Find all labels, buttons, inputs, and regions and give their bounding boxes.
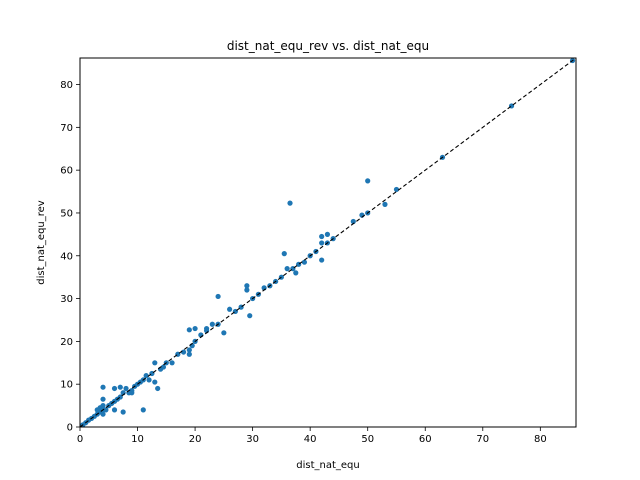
x-tick-label: 60 xyxy=(419,434,432,445)
data-point xyxy=(350,218,356,225)
data-point xyxy=(155,385,161,392)
data-point xyxy=(227,306,233,312)
plot-frame xyxy=(79,57,577,428)
data-point xyxy=(152,360,158,366)
data-point xyxy=(365,178,371,184)
data-point xyxy=(287,200,293,206)
data-point xyxy=(281,251,287,257)
data-point xyxy=(382,201,388,207)
data-point xyxy=(160,364,167,370)
data-point xyxy=(301,259,308,265)
y-tick-label: 20 xyxy=(60,337,73,348)
data-point xyxy=(319,240,325,246)
data-point xyxy=(215,293,221,300)
data-point xyxy=(120,409,126,415)
data-point xyxy=(111,407,118,413)
x-tick-label: 10 xyxy=(131,434,144,445)
y-tick-label: 60 xyxy=(60,166,73,177)
x-axis: 0 10 20 30 40 50 60 70 80 xyxy=(77,427,547,445)
data-point xyxy=(152,379,158,385)
data-point xyxy=(103,407,109,413)
y-axis: 0 10 20 30 40 50 60 70 80 xyxy=(60,80,80,434)
data-point xyxy=(140,407,146,413)
data-point xyxy=(180,349,187,355)
y-tick-label: 0 xyxy=(67,423,73,434)
data-point xyxy=(319,233,325,240)
x-tick-label: 80 xyxy=(534,434,547,445)
data-point xyxy=(247,313,253,319)
x-tick-label: 30 xyxy=(246,434,259,445)
data-point xyxy=(393,186,400,193)
data-point xyxy=(203,325,210,332)
y-tick-label: 10 xyxy=(60,380,73,391)
data-point xyxy=(169,360,175,366)
data-point xyxy=(192,325,198,332)
data-point xyxy=(209,321,215,327)
x-tick-label: 20 xyxy=(189,434,202,445)
y-tick-label: 40 xyxy=(60,251,73,262)
y-axis-label: dist_nat_equ_rev xyxy=(36,200,47,285)
data-point xyxy=(324,231,331,237)
data-point xyxy=(146,377,152,383)
data-point xyxy=(100,411,106,417)
chart-title: dist_nat_equ_rev vs. dist_nat_equ xyxy=(227,39,429,53)
data-point xyxy=(284,266,290,272)
data-point xyxy=(111,385,118,392)
y-tick-label: 70 xyxy=(60,123,73,134)
x-tick-label: 0 xyxy=(77,434,83,445)
x-tick-label: 50 xyxy=(361,434,374,445)
data-point xyxy=(244,287,250,293)
data-point xyxy=(117,384,123,390)
data-point xyxy=(143,373,149,379)
data-point xyxy=(100,396,106,402)
data-point xyxy=(123,385,129,392)
data-point xyxy=(100,403,106,409)
data-point xyxy=(319,257,325,263)
data-point xyxy=(129,390,135,396)
data-point xyxy=(186,347,192,353)
data-point xyxy=(244,283,250,289)
x-tick-label: 70 xyxy=(476,434,489,445)
y-tick-label: 50 xyxy=(60,208,73,219)
data-point xyxy=(100,384,106,390)
plot-area xyxy=(79,57,577,428)
data-point xyxy=(221,330,227,336)
reference-diagonal-line xyxy=(79,57,577,428)
data-point xyxy=(293,270,299,276)
data-point xyxy=(186,327,192,333)
y-tick-label: 30 xyxy=(60,294,73,305)
x-axis-label: dist_nat_equ xyxy=(296,460,359,471)
data-point xyxy=(186,351,192,357)
x-tick-label: 40 xyxy=(304,434,317,445)
y-tick-label: 80 xyxy=(60,80,73,91)
